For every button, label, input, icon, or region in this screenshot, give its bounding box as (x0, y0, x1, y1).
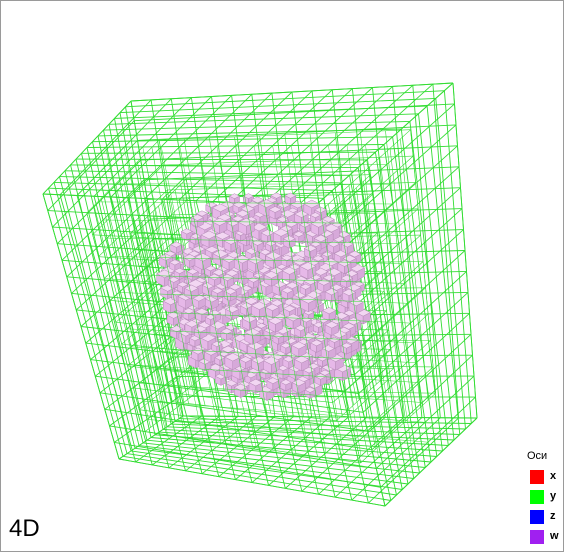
wireframe-grid (42, 82, 478, 507)
legend-label-y: y (550, 490, 557, 502)
cell-cube (299, 262, 317, 280)
cell-cube (310, 339, 324, 353)
legend-swatch-z (530, 510, 544, 524)
cell-cube (223, 237, 239, 253)
legend-item-y: y (527, 488, 561, 508)
legend-item-w: w (527, 528, 561, 548)
cell-cube (214, 354, 226, 367)
cell-cube (267, 316, 284, 333)
cell-cube (328, 336, 341, 349)
cell-cube (225, 305, 240, 321)
cell-cube (322, 307, 337, 322)
cell-cube (186, 268, 199, 281)
cell-cube (320, 343, 337, 360)
cell-cube (294, 355, 310, 372)
cell-cube (317, 278, 331, 293)
cell-cube (246, 255, 264, 273)
cell-cube (300, 316, 312, 329)
cell-cube (327, 353, 344, 371)
cell-cube (220, 328, 233, 341)
legend-label-z: z (550, 510, 556, 522)
legend-swatch-y (530, 490, 544, 504)
cell-cube (299, 283, 312, 296)
cell-cube (284, 192, 297, 205)
cell-cube (299, 221, 311, 234)
cell-cube (204, 314, 217, 326)
cell-cube (291, 341, 307, 358)
cell-cube (189, 233, 202, 245)
cell-cube (228, 193, 241, 205)
cell-cube (266, 377, 280, 391)
cell-cube (279, 379, 292, 392)
cell-cube (223, 287, 238, 302)
cell-cube (310, 219, 327, 236)
cell-cube (224, 352, 242, 371)
cell-cube (211, 287, 224, 301)
cell-cube (263, 270, 280, 287)
cell-cube (265, 303, 280, 319)
cell-cube (180, 228, 193, 241)
cube-cluster (156, 192, 371, 401)
cell-cube (198, 357, 212, 372)
cell-cube (262, 356, 280, 374)
cell-cube (184, 284, 199, 300)
cell-cube (190, 214, 205, 228)
cell-cube (268, 206, 282, 220)
legend-label-w: w (550, 530, 559, 542)
cell-cube (304, 386, 316, 399)
cell-cube (231, 362, 249, 381)
cell-cube (264, 240, 277, 253)
cell-cube (211, 217, 228, 235)
cell-cube (324, 321, 339, 336)
cell-cube (263, 326, 277, 341)
legend-label-x: x (550, 470, 557, 482)
cell-cube (247, 276, 260, 289)
cell-cube (170, 241, 183, 254)
cell-cube (281, 287, 294, 300)
legend-title: Оси (527, 450, 548, 462)
cell-cube (239, 302, 254, 317)
cell-cube (340, 274, 354, 289)
cell-cube (314, 373, 327, 386)
cell-cube (191, 294, 207, 310)
cell-cube (239, 356, 253, 370)
cell-cube (220, 273, 235, 289)
cell-cube (280, 254, 293, 268)
cell-cube (244, 328, 261, 345)
cell-cube (211, 341, 223, 353)
mode-label: 4D (9, 515, 40, 542)
axes-legend: Оси x y z w (527, 450, 561, 548)
legend-item-x: x (527, 468, 561, 488)
cell-cube (299, 295, 317, 313)
cell-cube (285, 313, 301, 330)
cell-cube (194, 253, 212, 271)
cell-cube (291, 378, 307, 394)
cell-cube (251, 239, 264, 253)
cell-cube (242, 193, 255, 205)
cell-cube (191, 347, 205, 362)
legend-swatch-x (530, 470, 544, 484)
cell-cube (251, 301, 268, 319)
cell-cube (303, 244, 318, 259)
cell-cube (207, 273, 221, 287)
cell-cube (173, 267, 186, 281)
legend-item-z: z (527, 508, 561, 528)
cell-cube (292, 231, 305, 244)
cell-cube (237, 217, 255, 236)
cell-cube (282, 235, 296, 249)
cell-cube (247, 341, 264, 359)
cell-cube (182, 307, 196, 321)
cell-cube (221, 255, 237, 271)
cell-cube (327, 240, 341, 254)
legend-swatch-w (530, 530, 544, 544)
cell-cube (158, 253, 173, 269)
wireframe-front (86, 144, 432, 463)
cell-cube (241, 314, 258, 331)
cell-cube (272, 332, 285, 345)
